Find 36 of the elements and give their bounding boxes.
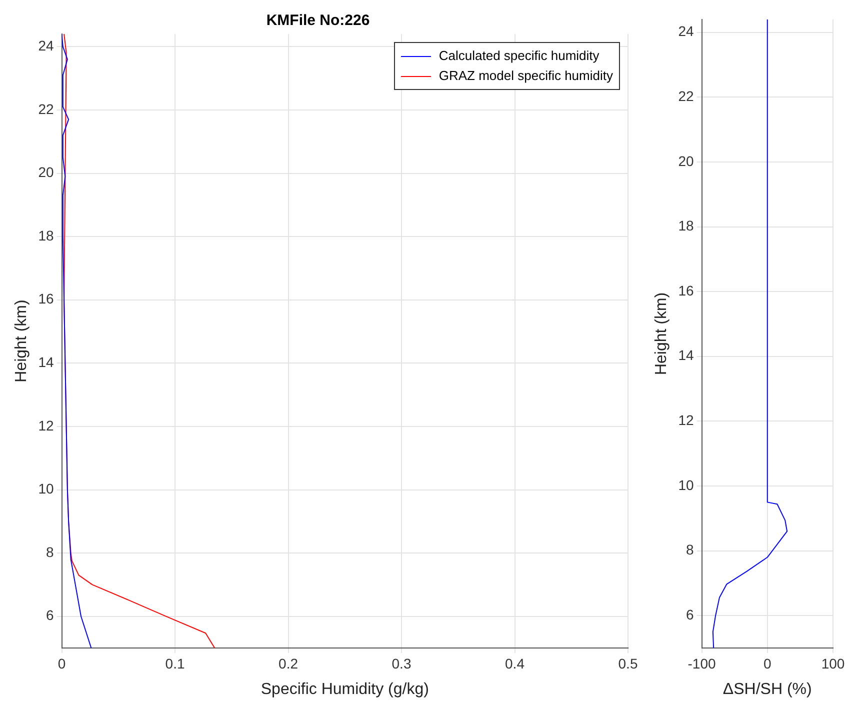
y-tick-label: 18 [678,218,694,234]
y-tick-label: 6 [686,606,694,622]
y-tick-label: 20 [678,152,694,169]
y-tick-label: 20 [38,164,54,180]
x-tick-label: 0.3 [392,655,412,672]
y-tick-label: 10 [678,476,694,493]
y-tick-label: 24 [678,23,694,40]
y-tick-label: 14 [678,347,694,364]
y-tick-label: 16 [678,282,694,298]
x-axis-title: ΔSH/SH (%) [722,680,812,698]
y-tick-label: 14 [38,354,54,370]
y-tick-label: 10 [38,480,54,497]
y-tick-label: 8 [46,544,54,560]
x-tick-label: 0.4 [505,655,525,672]
chart-title: KMFile No:226 [266,12,370,30]
y-tick-label: 6 [46,607,54,624]
legend-label: Calculated specific humidity [438,47,600,65]
legend-label: GRAZ model specific humidity [438,67,613,85]
x-tick-label: 100 [821,655,845,672]
y-tick-label: 18 [38,227,54,244]
y-tick-label: 8 [686,542,694,558]
y-tick-label: 16 [38,290,54,307]
y-tick-label: 12 [678,412,694,428]
y-tick-label: 22 [38,100,54,117]
x-tick-label: 0.1 [165,655,185,672]
x-tick-label: 0 [58,655,66,672]
x-tick-label: 0 [763,655,772,672]
y-axis-title: Height (km) [13,300,30,382]
y-tick-label: 12 [38,417,54,434]
x-tick-label: 0.5 [618,655,638,672]
x-tick-label: -100 [688,655,716,672]
y-axis-title: Height (km) [653,292,670,376]
x-axis-title: Specific Humidity (g/kg) [260,680,429,698]
y-tick-label: 22 [678,88,694,104]
x-tick-label: 0.2 [278,655,298,672]
y-tick-label: 24 [38,38,54,54]
